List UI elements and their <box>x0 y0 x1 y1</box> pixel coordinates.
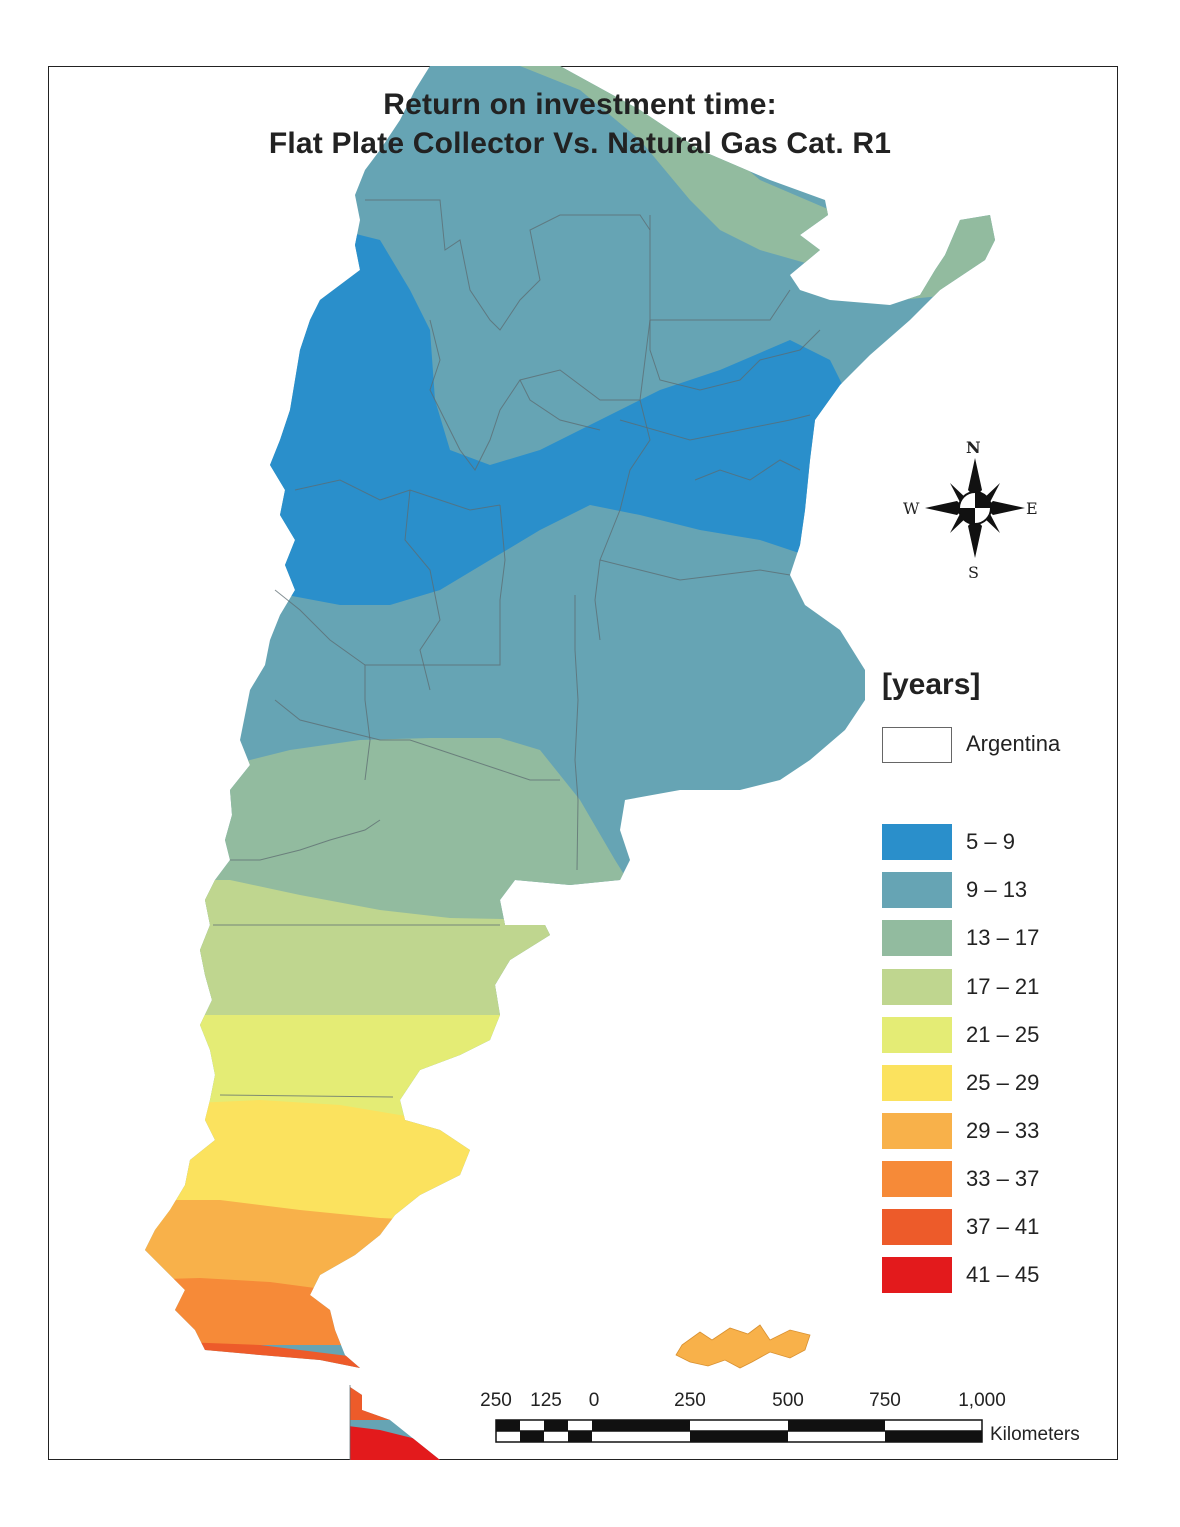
legend-swatch <box>882 872 952 908</box>
legend-item: 29 – 33 <box>882 1113 1112 1149</box>
scale-label: 125 <box>530 1390 562 1411</box>
zone-37-41 <box>145 1340 380 1380</box>
scale-label: 250 <box>480 1390 512 1411</box>
legend-swatch <box>882 1209 952 1245</box>
legend-item: 41 – 45 <box>882 1257 1112 1293</box>
legend-swatch <box>882 920 952 956</box>
legend-swatch <box>882 1065 952 1101</box>
scale-label: 750 <box>869 1390 901 1411</box>
legend-label: 5 – 9 <box>966 829 1015 854</box>
compass-south-label: S <box>968 563 979 582</box>
legend-item: 9 – 13 <box>882 872 1112 908</box>
legend-label: 37 – 41 <box>966 1214 1040 1239</box>
legend-title: [years] <box>882 668 981 701</box>
legend-item: 25 – 29 <box>882 1065 1112 1101</box>
legend-label: 17 – 21 <box>966 974 1040 999</box>
scale-bar <box>495 1419 983 1443</box>
legend-item: 13 – 17 <box>882 920 1112 956</box>
legend-swatch <box>882 969 952 1005</box>
map-title-line-2: Flat Plate Collector Vs. Natural Gas Cat… <box>268 127 892 160</box>
scale-unit-label: Kilometers <box>990 1424 1080 1445</box>
scale-label: 500 <box>772 1390 804 1411</box>
legend-label: 9 – 13 <box>966 877 1028 902</box>
zone-37-41-tierra-del-fuego <box>340 1385 460 1420</box>
zone-33-37 <box>145 1278 380 1345</box>
legend-outline-swatch <box>882 727 952 763</box>
falkland-islands <box>675 1324 811 1369</box>
map-frame <box>48 66 1118 1460</box>
scale-label: 1,000 <box>958 1390 1006 1411</box>
legend-swatch <box>882 1161 952 1197</box>
legend-label: 33 – 37 <box>966 1166 1040 1191</box>
legend-swatch <box>882 824 952 860</box>
legend-swatch <box>882 1017 952 1053</box>
legend-item: 5 – 9 <box>882 824 1112 860</box>
legend-item: 17 – 21 <box>882 969 1112 1005</box>
compass-north-label: N <box>966 438 981 457</box>
legend-label: 41 – 45 <box>966 1262 1040 1287</box>
legend-swatch <box>882 1257 952 1293</box>
legend-label: 29 – 33 <box>966 1118 1040 1143</box>
scale-label: 250 <box>674 1390 706 1411</box>
zone-5-9 <box>200 230 880 605</box>
legend-item: 33 – 37 <box>882 1161 1112 1197</box>
zone-41-45 <box>340 1425 460 1460</box>
legend-label: 13 – 17 <box>966 925 1040 950</box>
scale-label: 0 <box>588 1390 600 1411</box>
zone-17-21 <box>150 880 600 1020</box>
compass-east-label: E <box>1026 499 1038 518</box>
map-title-line-1: Return on investment time: <box>383 88 777 121</box>
compass-west-label: W <box>903 499 920 518</box>
legend-outline-label: Argentina <box>966 731 1061 756</box>
legend-label: 25 – 29 <box>966 1070 1040 1095</box>
compass-rose-icon <box>925 458 1025 558</box>
legend-swatch <box>882 1113 952 1149</box>
legend-label: 21 – 25 <box>966 1022 1040 1047</box>
legend-item: 37 – 41 <box>882 1209 1112 1245</box>
province-boundaries <box>213 199 821 1460</box>
legend-item: 21 – 25 <box>882 1017 1112 1053</box>
